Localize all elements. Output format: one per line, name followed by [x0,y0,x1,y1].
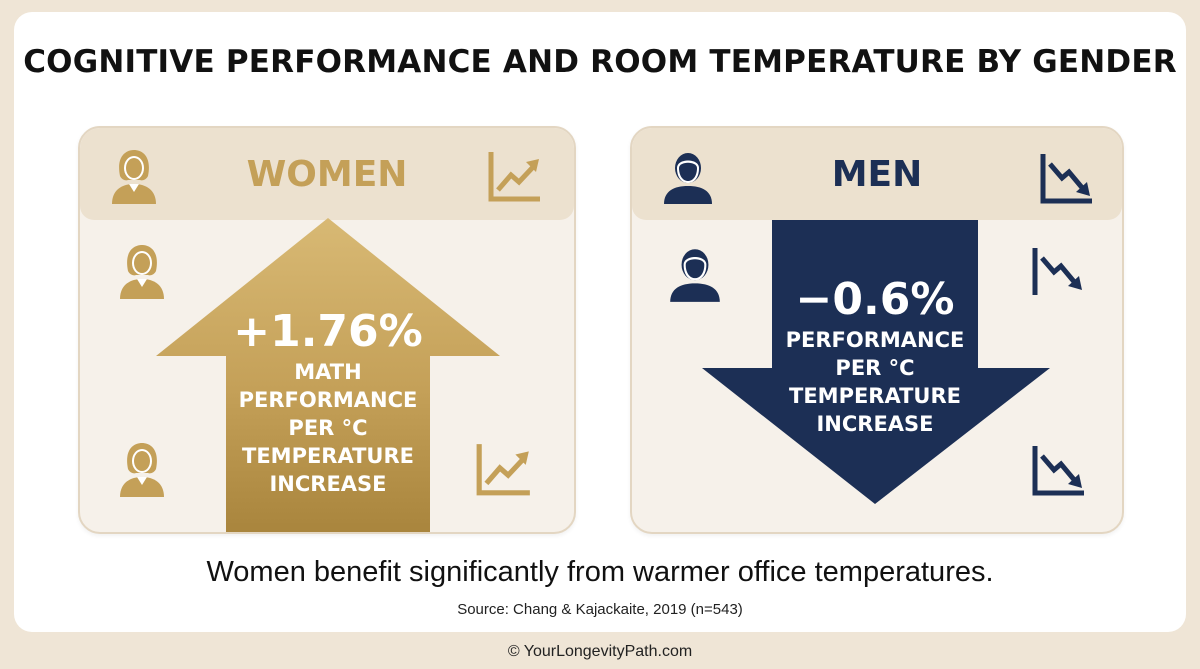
man-icon [664,153,712,204]
trend-down-icon [1032,446,1084,496]
source-citation: Source: Chang & Kajackaite, 2019 (n=543) [457,601,743,618]
women-label: WOMEN [246,154,408,195]
women-panel: WOMEN [78,126,576,534]
women-value: +1.76% [233,306,423,357]
women-arrow-text: +1.76% MATH PERFORMANCE PER °C TEMPERATU… [220,306,436,498]
women-description-line: MATH [294,360,362,384]
men-description-line: TEMPERATURE [789,384,961,408]
woman-icon [120,443,164,497]
men-label: MEN [831,154,923,195]
trend-up-icon [476,444,530,496]
caption: Women benefit significantly from warmer … [206,556,994,588]
men-panel-header [632,128,1122,220]
women-description-line: PERFORMANCE [238,388,418,412]
woman-icon [120,245,164,299]
trend-down-icon [1032,248,1082,295]
man-icon [670,249,720,302]
men-arrow-text: −0.6% PERFORMANCE PER °C TEMPERATURE INC… [772,274,978,438]
women-description-line: PER °C [288,416,368,440]
men-value: −0.6% [795,274,955,325]
down-arrow [702,220,1050,504]
men-description-line: PERFORMANCE [785,328,965,352]
up-arrow [156,218,500,532]
men-description-line: INCREASE [816,412,934,436]
footer-copyright: © YourLongevityPath.com [507,643,693,660]
trend-down-icon [1040,154,1092,204]
trend-up-icon [488,152,540,202]
page-title: COGNITIVE PERFORMANCE AND ROOM TEMPERATU… [23,44,1177,80]
women-description-line: TEMPERATURE [242,444,414,468]
men-panel: MEN −0.6% PERFORMANCE PER °C TEMPERATURE… [630,126,1124,534]
women-description-line: INCREASE [269,472,387,496]
men-description-line: PER °C [835,356,915,380]
woman-icon [112,150,156,204]
